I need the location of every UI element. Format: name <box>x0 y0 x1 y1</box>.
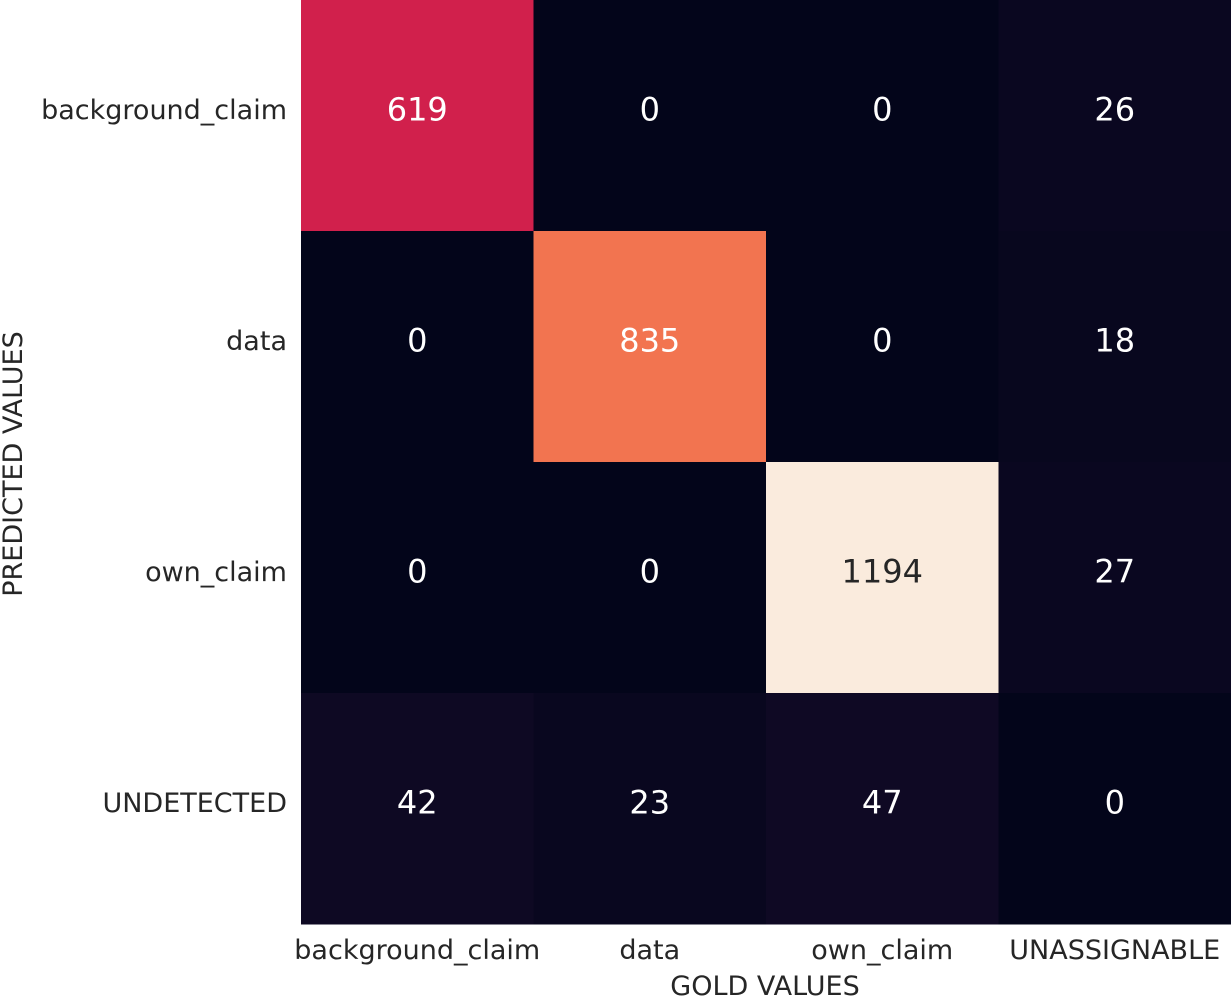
heatmap-cell-1-1 <box>533 231 767 463</box>
heatmap-cells <box>301 0 1231 925</box>
heatmap-cell-3-1 <box>533 693 767 925</box>
y-tick-label-3: UNDETECTED <box>102 788 287 819</box>
cell-value-1-0: 0 <box>407 322 427 360</box>
heatmap-cell-2-1 <box>533 462 767 694</box>
heatmap-cell-1-3 <box>998 231 1231 463</box>
x-tick-label-0: background_claim <box>294 935 540 966</box>
heatmap-cell-2-3 <box>998 462 1231 694</box>
heatmap-cell-1-2 <box>766 231 999 463</box>
heatmap-cell-labels: 619 0 0 26 0 835 0 18 0 0 1194 27 42 23 47 0 <box>387 91 1135 822</box>
cell-value-2-3: 27 <box>1094 553 1135 591</box>
heatmap-cell-0-2 <box>766 0 999 232</box>
y-tick-label-1: data <box>226 326 287 357</box>
y-tick-label-2: own_claim <box>145 557 287 588</box>
cell-value-1-1: 835 <box>619 322 680 360</box>
x-tick-label-3: UNASSIGNABLE <box>1009 935 1220 966</box>
cell-value-1-2: 0 <box>872 322 892 360</box>
cell-value-2-2: 1194 <box>842 553 923 591</box>
cell-value-0-0: 619 <box>387 91 448 129</box>
cell-value-1-3: 18 <box>1094 322 1135 360</box>
heatmap-cell-3-2 <box>766 693 999 925</box>
cell-value-3-1: 23 <box>629 784 670 822</box>
cell-value-2-1: 0 <box>640 553 660 591</box>
x-tick-label-2: own_claim <box>811 935 953 966</box>
x-tick-label-1: data <box>619 935 680 966</box>
cell-value-3-0: 42 <box>397 784 438 822</box>
heatmap-cell-0-1 <box>533 0 767 232</box>
heatmap-cell-2-2 <box>766 462 999 694</box>
heatmap-cell-3-0 <box>301 693 534 925</box>
y-axis-label: PREDICTED VALUES <box>0 331 29 597</box>
heatmap-cell-0-0 <box>301 0 534 232</box>
heatmap-cell-2-0 <box>301 462 534 694</box>
cell-value-3-3: 0 <box>1105 784 1125 822</box>
heatmap-cell-3-3 <box>998 693 1231 925</box>
heatmap-cell-0-3 <box>998 0 1231 232</box>
x-axis-label: GOLD VALUES <box>670 971 859 1001</box>
y-tick-label-0: background_claim <box>41 95 287 126</box>
cell-value-0-1: 0 <box>640 91 660 129</box>
x-tick-labels: background_claim data own_claim UNASSIGNABL… <box>294 935 1220 966</box>
cell-value-0-2: 0 <box>872 91 892 129</box>
heatmap-cell-1-0 <box>301 231 534 463</box>
cell-value-0-3: 26 <box>1094 91 1135 129</box>
cell-value-3-2: 47 <box>862 784 903 822</box>
cell-value-2-0: 0 <box>407 553 427 591</box>
